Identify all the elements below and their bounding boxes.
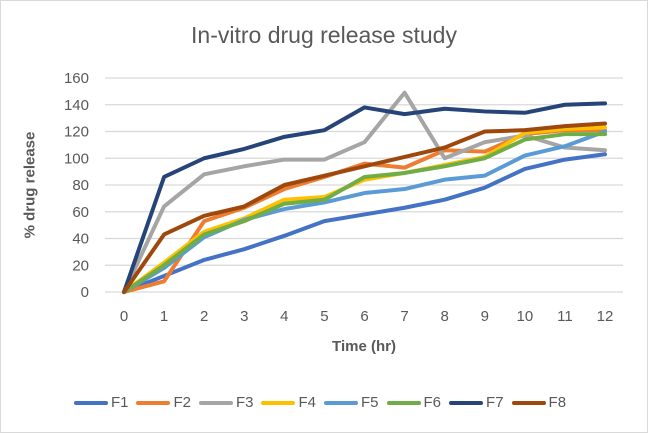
y-tick-labels: 0 20 40 60 80 100 120 140 160	[64, 70, 89, 301]
legend-item-f5: F5	[324, 394, 379, 411]
y-tick-label: 80	[72, 177, 89, 194]
legend-label: F4	[298, 394, 316, 411]
series-line-f4	[122, 125, 607, 294]
legend-label: F5	[361, 394, 379, 411]
y-tick-label: 0	[81, 284, 89, 301]
legend-item-f7: F7	[449, 394, 504, 411]
legend-item-f8: F8	[511, 394, 567, 411]
legend-swatch	[73, 400, 108, 405]
x-tick-label: 0	[120, 308, 128, 325]
legend-swatch	[136, 400, 171, 405]
legend-swatch	[324, 400, 358, 405]
legend-swatch	[261, 400, 296, 405]
series-line-f7	[122, 101, 607, 294]
y-tick-label: 20	[72, 257, 89, 274]
x-tick-label: 7	[400, 308, 408, 325]
legend-label: F6	[423, 394, 442, 411]
legend-item-f3: F3	[198, 394, 254, 411]
x-tick-label: 6	[360, 308, 368, 325]
y-tick-label: 60	[72, 204, 89, 221]
legend-label: F2	[173, 394, 191, 411]
x-tick-label: 5	[320, 308, 328, 325]
y-tick-label: 120	[64, 124, 89, 141]
legend-swatch	[449, 400, 484, 405]
legend-swatch	[386, 400, 421, 405]
x-tick-label: 10	[516, 308, 533, 325]
legend-label: F7	[486, 394, 504, 411]
legend-item-f6: F6	[386, 394, 442, 411]
x-tick-labels: 0 1 2 3 4 5 6 7 8 9 10 11 12	[120, 308, 614, 325]
y-tick-label: 140	[64, 97, 89, 114]
x-axis-label: Time (hr)	[332, 338, 396, 355]
legend-item-f1: F1	[73, 394, 129, 411]
x-tick-label: 1	[160, 308, 168, 325]
series-lines	[122, 90, 607, 294]
y-tick-label: 100	[64, 150, 89, 167]
series-line-f8	[122, 121, 607, 294]
x-tick-label: 8	[440, 308, 448, 325]
x-tick-label: 3	[240, 308, 248, 325]
legend-swatch	[198, 400, 233, 405]
series-line-f5	[122, 129, 607, 294]
y-tick-label: 160	[64, 70, 89, 87]
legend: F1 F2 F3 F4 F5 F6 F7 F8	[0, 394, 648, 411]
series-line-f1	[122, 152, 607, 294]
legend-swatch	[511, 400, 546, 405]
x-tick-label: 2	[200, 308, 208, 325]
y-tick-label: 40	[72, 231, 89, 248]
x-tick-label: 9	[481, 308, 489, 325]
legend-item-f4: F4	[261, 394, 316, 411]
series-line-f6	[122, 132, 607, 294]
legend-label: F8	[548, 394, 567, 411]
x-tick-label: 11	[557, 308, 573, 325]
x-tick-label: 12	[597, 308, 614, 325]
legend-label: F3	[235, 394, 254, 411]
chart-title: In-vitro drug release study	[191, 22, 457, 48]
series-line-f3	[122, 90, 607, 294]
legend-label: F1	[110, 394, 129, 411]
x-tick-label: 4	[280, 308, 288, 325]
legend-item-f2: F2	[136, 394, 191, 411]
